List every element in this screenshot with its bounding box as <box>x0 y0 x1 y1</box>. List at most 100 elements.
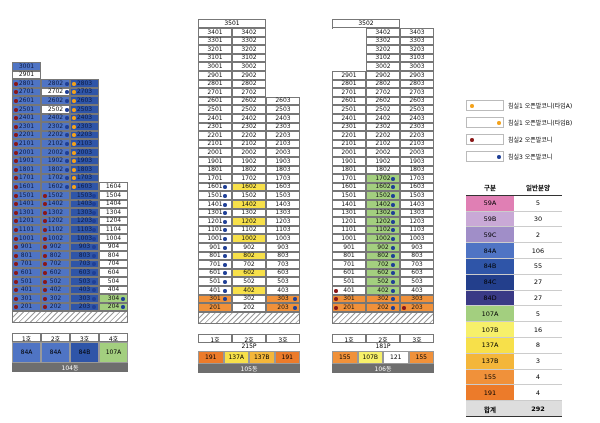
unit-cell[interactable]: 1101 <box>332 225 366 235</box>
unit-cell[interactable]: 1803 <box>400 165 434 175</box>
unit-cell[interactable]: 302 <box>366 294 400 304</box>
unit-cell[interactable]: 202 <box>41 302 70 312</box>
unit-cell[interactable]: 1401 <box>332 200 366 209</box>
unit-cell[interactable]: 2403 <box>70 113 99 123</box>
unit-cell[interactable]: 2003 <box>400 148 434 157</box>
unit-cell[interactable]: 401 <box>12 285 41 295</box>
unit-cell[interactable]: 1403 <box>400 200 434 209</box>
unit-cell[interactable]: 2802 <box>366 79 400 89</box>
unit-cell[interactable]: 703 <box>400 260 434 269</box>
unit-cell[interactable]: 501 <box>332 277 366 286</box>
unit-cell[interactable]: 3102 <box>366 53 400 63</box>
unit-cell[interactable]: 804 <box>99 251 128 260</box>
unit-cell[interactable]: 3301 <box>198 36 232 46</box>
unit-cell[interactable]: 1203 <box>266 217 300 226</box>
unit-cell[interactable]: 1403 <box>70 199 99 209</box>
unit-cell[interactable]: 1502 <box>366 191 400 200</box>
unit-cell[interactable]: 1801 <box>198 165 232 175</box>
unit-cell[interactable]: 1201 <box>198 217 232 226</box>
unit-cell[interactable]: 1003 <box>70 234 99 243</box>
unit-cell[interactable]: 2102 <box>41 139 70 148</box>
unit-cell[interactable]: 501 <box>12 277 41 286</box>
unit-cell[interactable]: 902 <box>366 243 400 252</box>
unit-cell[interactable]: 1902 <box>232 157 266 166</box>
unit-cell[interactable]: 3402 <box>366 28 400 37</box>
unit-cell[interactable]: 2502 <box>41 105 70 114</box>
unit-cell[interactable]: 1003 <box>266 234 300 243</box>
unit-cell[interactable]: 403 <box>400 286 434 295</box>
unit-cell[interactable]: 2001 <box>332 148 366 157</box>
unit-cell[interactable]: 703 <box>266 260 300 269</box>
unit-cell[interactable]: 3202 <box>232 45 266 54</box>
unit-cell[interactable]: 302 <box>232 294 266 304</box>
unit-cell[interactable]: 1603 <box>266 182 300 192</box>
unit-cell[interactable]: 1201 <box>12 216 41 226</box>
unit-cell[interactable]: 3002 <box>232 62 266 71</box>
unit-cell[interactable]: 2602 <box>41 96 70 105</box>
unit-cell[interactable]: 2601 <box>332 96 366 106</box>
unit-cell[interactable]: 203 <box>400 303 434 312</box>
unit-cell[interactable]: 301 <box>198 294 232 304</box>
unit-cell[interactable]: 2702 <box>41 87 70 97</box>
unit-cell[interactable]: 602 <box>232 268 266 278</box>
unit-cell[interactable]: 1703 <box>266 174 300 183</box>
unit-cell[interactable]: 202 <box>366 303 400 312</box>
unit-cell[interactable]: 2902 <box>232 71 266 80</box>
unit-cell[interactable]: 903 <box>70 242 99 252</box>
unit-cell[interactable]: 1701 <box>198 174 232 183</box>
unit-cell[interactable]: 2401 <box>332 114 366 123</box>
unit-cell[interactable]: 301 <box>332 294 366 304</box>
unit-cell[interactable]: 904 <box>99 242 128 252</box>
unit-cell[interactable]: 2201 <box>12 130 41 140</box>
unit-cell[interactable]: 902 <box>41 242 70 252</box>
unit-cell[interactable]: 503 <box>400 277 434 286</box>
unit-cell[interactable]: 803 <box>266 251 300 261</box>
unit-cell[interactable]: 1001 <box>198 234 232 243</box>
unit-cell[interactable]: 3201 <box>198 45 232 54</box>
unit-cell[interactable]: 1301 <box>12 208 41 217</box>
unit-cell[interactable]: 1504 <box>99 191 128 200</box>
unit-cell[interactable]: 1303 <box>266 208 300 218</box>
unit-cell[interactable]: 1601 <box>12 182 41 191</box>
unit-cell[interactable]: 2901 <box>332 71 366 80</box>
unit-cell[interactable]: 1001 <box>332 234 366 243</box>
unit-cell[interactable]: 2202 <box>41 130 70 140</box>
unit-cell[interactable]: 1202 <box>41 216 70 226</box>
unit-cell[interactable]: 1404 <box>99 199 128 209</box>
unit-cell[interactable]: 2303 <box>400 122 434 132</box>
unit-cell[interactable]: 1302 <box>232 208 266 218</box>
unit-cell[interactable]: 402 <box>232 286 266 295</box>
unit-cell[interactable]: 601 <box>332 268 366 278</box>
unit-cell[interactable]: 302 <box>41 294 70 303</box>
unit-cell[interactable]: 2303 <box>70 122 99 131</box>
unit-cell[interactable]: 701 <box>12 259 41 269</box>
unit-cell[interactable]: 2003 <box>70 148 99 157</box>
unit-cell[interactable]: 2702 <box>232 88 266 97</box>
unit-cell[interactable]: 2403 <box>266 114 300 123</box>
unit-cell[interactable]: 2102 <box>232 139 266 149</box>
unit-cell[interactable]: 1701 <box>12 173 41 183</box>
unit-cell[interactable]: 1202 <box>232 217 266 226</box>
unit-cell[interactable]: 502 <box>232 277 266 286</box>
unit-cell[interactable]: 701 <box>198 260 232 269</box>
unit-cell[interactable]: 3202 <box>366 45 400 54</box>
unit-cell[interactable]: 2501 <box>198 105 232 114</box>
unit-cell[interactable]: 402 <box>41 285 70 295</box>
unit-cell[interactable]: 1803 <box>266 165 300 175</box>
unit-cell[interactable]: 1702 <box>41 173 70 183</box>
unit-cell[interactable]: 2401 <box>12 113 41 123</box>
unit-cell[interactable]: 903 <box>266 243 300 252</box>
unit-cell[interactable]: 2201 <box>332 131 366 140</box>
unit-cell[interactable]: 2101 <box>12 139 41 148</box>
unit-cell[interactable]: 2501 <box>12 105 41 114</box>
unit-cell[interactable]: 2101 <box>332 139 366 149</box>
unit-cell[interactable]: 1603 <box>70 182 99 191</box>
unit-cell[interactable]: 304 <box>99 294 128 303</box>
unit-cell[interactable]: 2001 <box>198 148 232 157</box>
unit-cell[interactable]: 2603 <box>266 96 300 106</box>
unit-cell[interactable]: 2803 <box>400 79 434 89</box>
unit-cell[interactable]: 1701 <box>332 174 366 183</box>
unit-cell[interactable]: 1902 <box>366 157 400 166</box>
unit-cell[interactable]: 2902 <box>366 71 400 80</box>
unit-cell[interactable]: 2503 <box>400 105 434 114</box>
